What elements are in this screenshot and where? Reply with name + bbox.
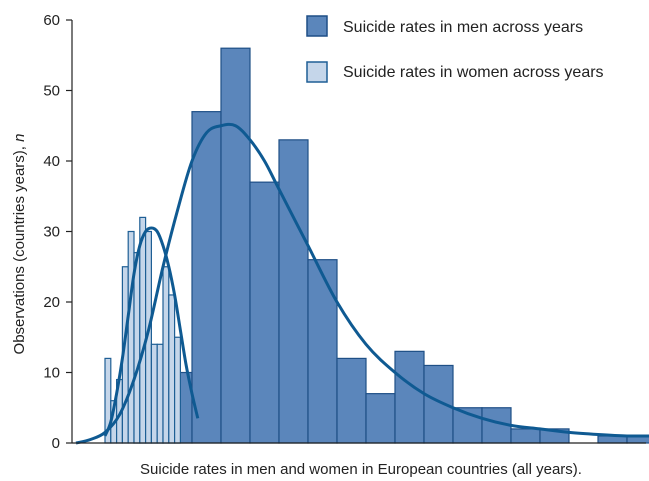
men-bar xyxy=(278,139,309,444)
y-axis-label-main: Observations (countries years), xyxy=(11,142,28,355)
men-bar xyxy=(249,181,280,444)
y-tick-label: 0 xyxy=(52,435,60,452)
y-tick-label: 50 xyxy=(43,83,60,100)
y-ticks: 0 10 20 30 40 50 60 xyxy=(43,12,72,452)
women-bar xyxy=(162,266,170,444)
legend-swatch-men xyxy=(306,15,328,37)
men-bar xyxy=(307,259,338,444)
legend-label-women: Suicide rates in women across years xyxy=(343,64,604,81)
women-fit-curve xyxy=(103,226,200,437)
women-bar xyxy=(139,216,147,444)
legend-swatch-women xyxy=(306,61,328,83)
x-axis-label: Suicide rates in men and women in Europe… xyxy=(140,461,582,478)
men-bar xyxy=(365,393,396,444)
y-axis-label-italic: n xyxy=(11,134,28,142)
women-bar xyxy=(127,230,135,444)
y-axis: 0 10 20 30 40 50 60 xyxy=(43,12,73,452)
men-bar xyxy=(423,364,454,444)
y-tick-label: 30 xyxy=(43,224,60,241)
women-bar xyxy=(156,343,164,444)
y-tick-label: 60 xyxy=(43,12,60,29)
women-bar xyxy=(133,252,141,444)
legend-label-men: Suicide rates in men across years xyxy=(343,19,583,36)
y-tick-label: 20 xyxy=(43,294,60,311)
men-bar xyxy=(336,357,367,444)
men-bar xyxy=(394,350,425,444)
men-bar xyxy=(191,111,222,444)
y-tick-label: 10 xyxy=(43,365,60,382)
men-histogram-bars xyxy=(133,47,649,444)
women-bar xyxy=(168,294,176,444)
y-tick-label: 40 xyxy=(43,153,60,170)
men-bar xyxy=(220,47,251,444)
women-bar xyxy=(150,343,158,444)
legend: Suicide rates in men across years Suicid… xyxy=(306,15,604,83)
men-bar xyxy=(510,428,541,444)
men-fit-curve xyxy=(75,122,649,445)
women-histogram-bars xyxy=(104,216,182,444)
women-bar xyxy=(174,336,182,444)
y-axis-label: Observations (countries years), n xyxy=(11,134,28,355)
